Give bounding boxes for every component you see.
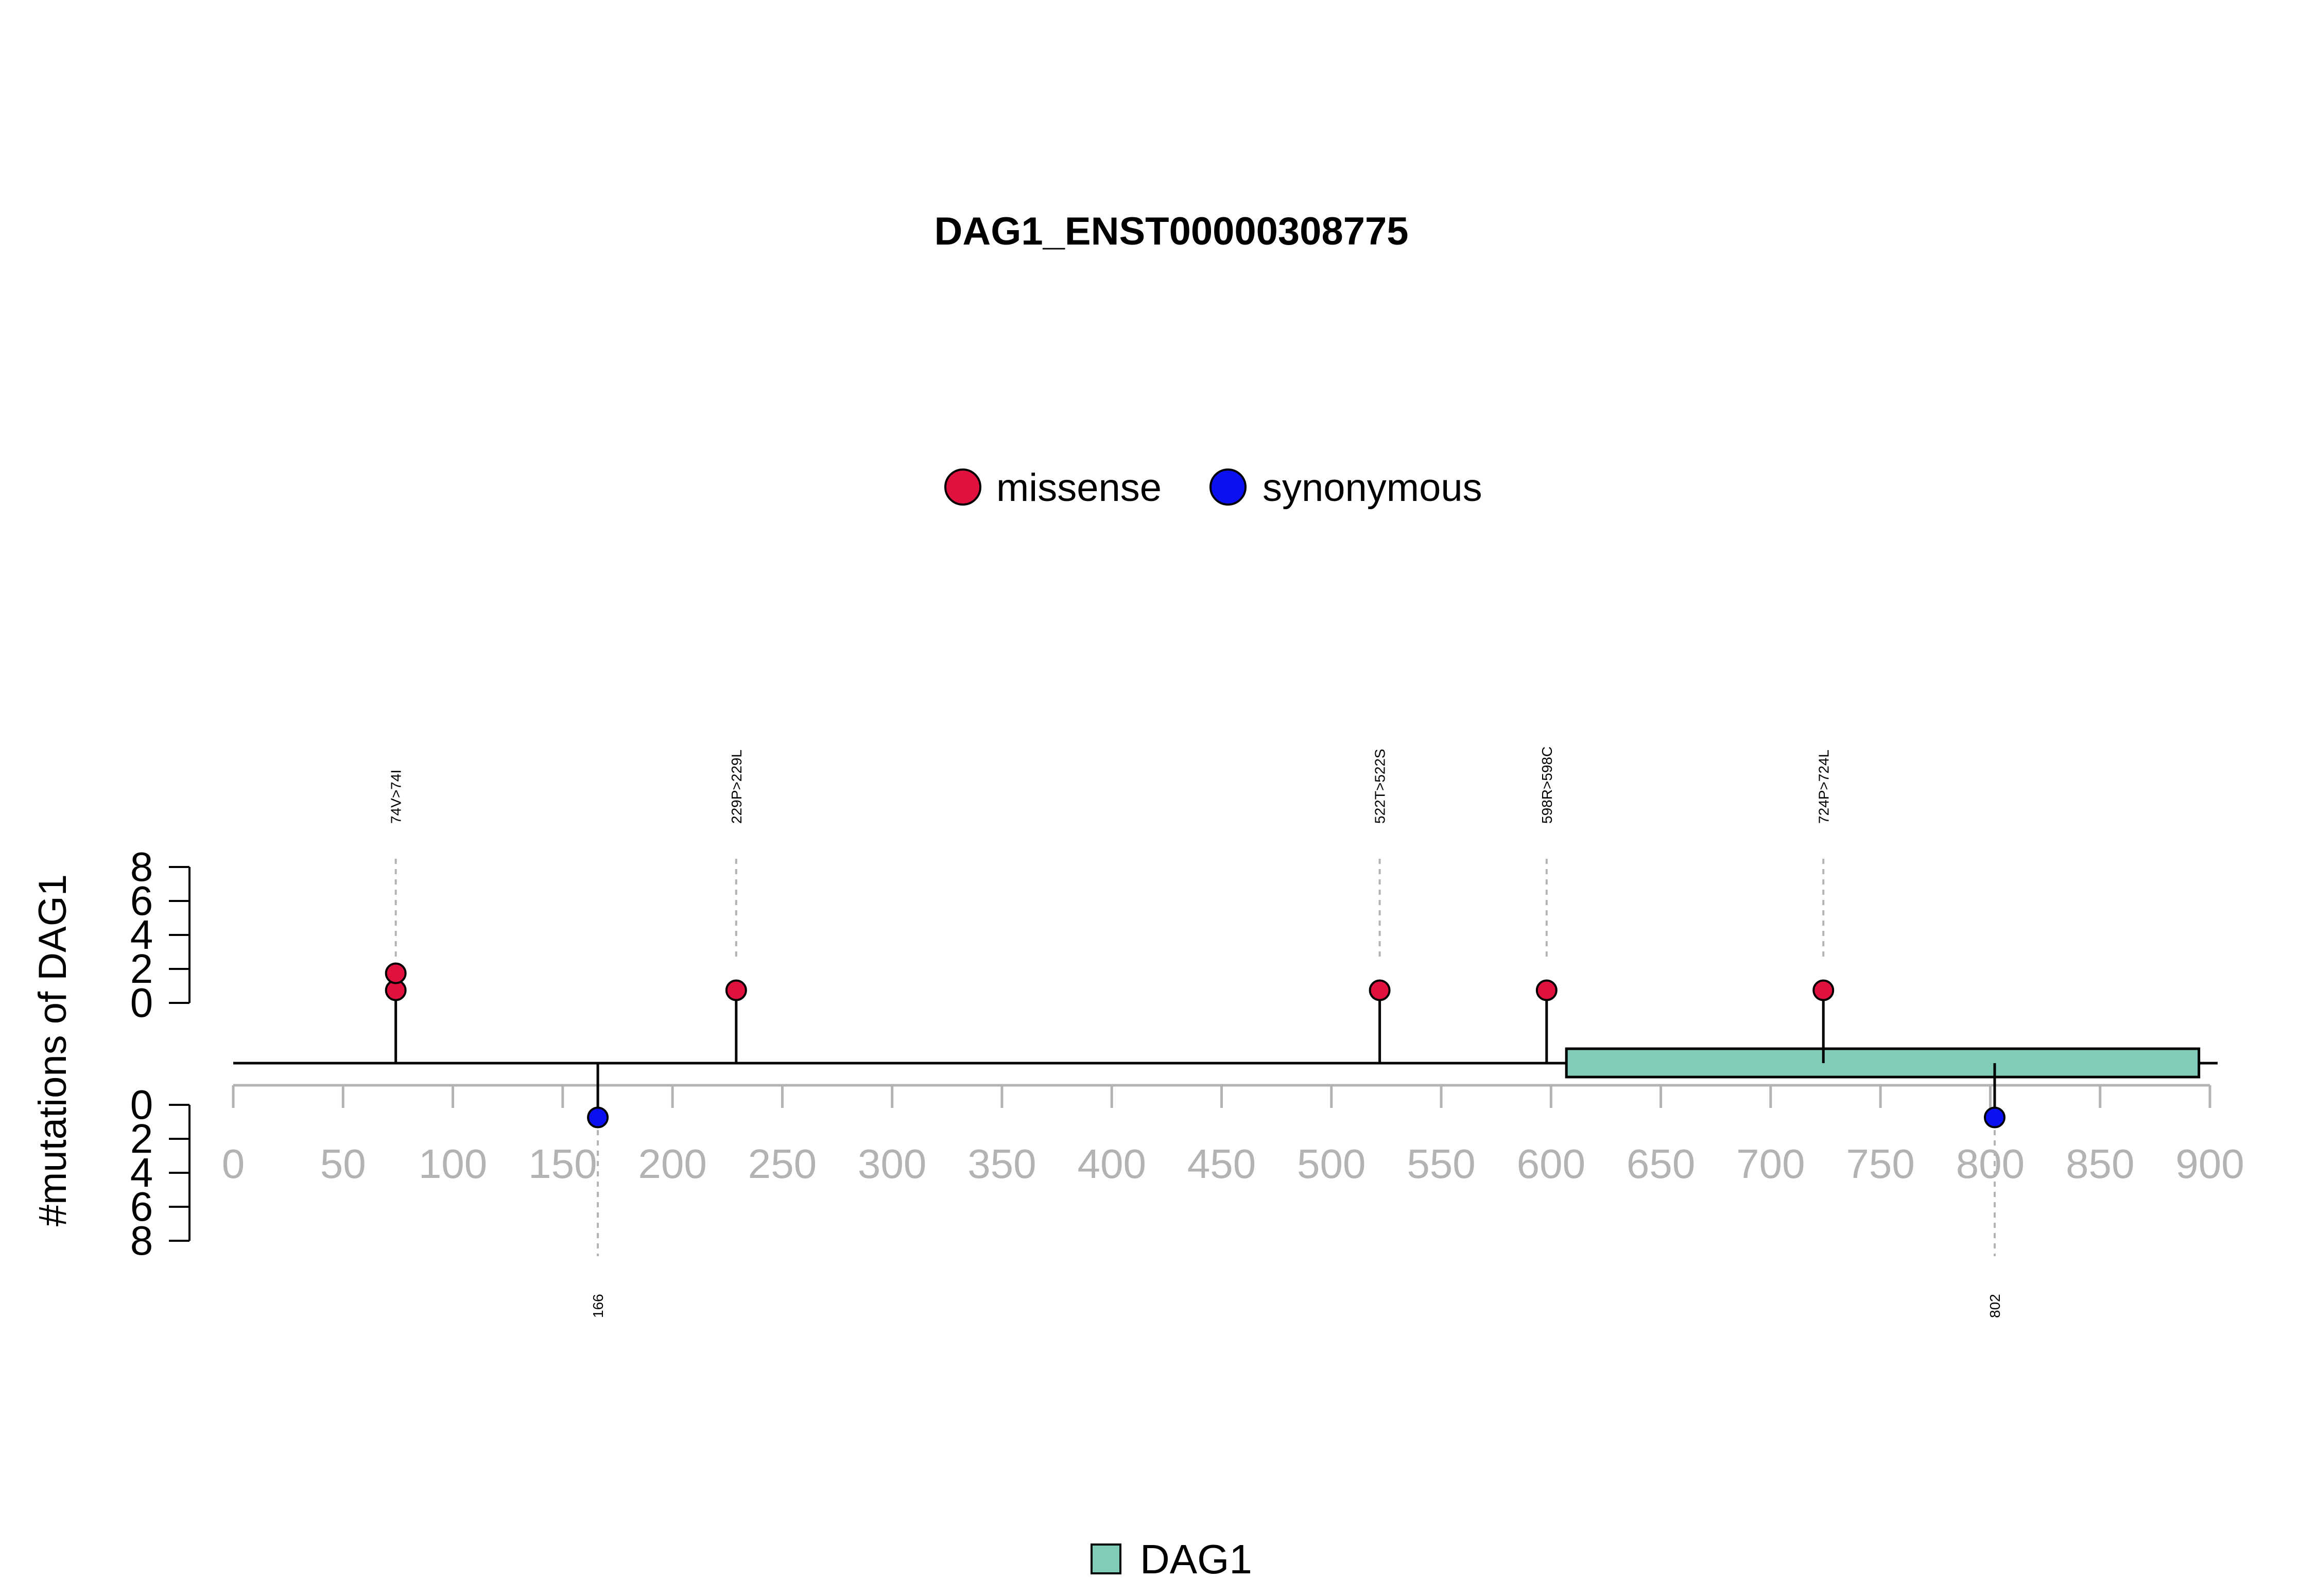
- x-tick-label: 150: [528, 1141, 597, 1187]
- mutation-label: 74V>74I: [388, 770, 404, 824]
- x-tick-label: 500: [1297, 1141, 1365, 1187]
- x-tick-label: 750: [1846, 1141, 1914, 1187]
- domains: [1565, 1047, 2201, 1079]
- legend-mutation-types: missense synonymous: [944, 466, 1482, 510]
- y-tick-label-top: 6: [130, 878, 153, 924]
- legend-domains: DAG1: [1091, 1536, 1252, 1582]
- legend-label-DAG1: DAG1: [1140, 1536, 1252, 1582]
- mutation-lollipops: 74V>74I 229P>229L 522T>522S 598R>598C 724P>7…: [385, 747, 2005, 1318]
- x-tick-label: 800: [1956, 1141, 2025, 1187]
- mutation-point-missense: [1369, 979, 1391, 1001]
- chart-title: DAG1_ENST00000308775: [934, 210, 1408, 253]
- y-tick-label-top: 4: [130, 912, 153, 958]
- y-axis-label: #mutations of DAG1: [31, 874, 75, 1226]
- legend-marker-DAG1: [1091, 1543, 1121, 1574]
- x-axis: 0 50 100 150 200 250 300 350 400 450 500 550 600 650 7…: [222, 1084, 2244, 1187]
- x-tick-label: 700: [1736, 1141, 1805, 1187]
- y-tick-label-bottom: 4: [130, 1150, 153, 1195]
- legend-marker-synonymous: [1209, 469, 1247, 506]
- y-tick-label-bottom: 8: [130, 1218, 153, 1263]
- mutation-point-synonymous: [587, 1106, 609, 1129]
- legend-label-missense: missense: [996, 466, 1162, 510]
- y-tick-label-top: 2: [130, 946, 153, 992]
- x-tick-label: 200: [638, 1141, 706, 1187]
- domain-DAG1: [1565, 1047, 2201, 1079]
- mutation-point-missense: [725, 979, 747, 1001]
- x-tick-label: 650: [1627, 1141, 1695, 1187]
- mutation-point-missense: [1535, 979, 1558, 1001]
- x-tick-label: 850: [2066, 1141, 2134, 1187]
- y-tick-label-bottom: 2: [130, 1116, 153, 1161]
- x-tick-label: 350: [967, 1141, 1036, 1187]
- y-tick-label-bottom: 0: [130, 1082, 153, 1127]
- x-tick-label: 250: [748, 1141, 817, 1187]
- mutation-label: 166: [590, 1294, 606, 1318]
- x-tick-label: 900: [2175, 1141, 2244, 1187]
- x-tick-label: 300: [858, 1141, 926, 1187]
- mutation-point-missense: [385, 962, 407, 984]
- mutation-label: 598R>598C: [1539, 747, 1555, 824]
- mutation-point-synonymous: [1983, 1106, 2005, 1129]
- legend-label-synonymous: synonymous: [1263, 466, 1482, 510]
- legend-marker-missense: [944, 469, 981, 506]
- mutation-point-missense: [1812, 979, 1835, 1001]
- y-tick-label-bottom: 6: [130, 1184, 153, 1229]
- x-tick-label: 0: [222, 1141, 245, 1187]
- y-tick-label-top: 0: [130, 980, 153, 1026]
- mutation-label: 724P>724L: [1815, 750, 1831, 824]
- x-tick-label: 550: [1407, 1141, 1475, 1187]
- mutation-label: 522T>522S: [1372, 749, 1388, 824]
- x-tick-label: 450: [1187, 1141, 1256, 1187]
- x-tick-label: 400: [1077, 1141, 1146, 1187]
- x-tick-label: 50: [320, 1141, 366, 1187]
- x-tick-label: 600: [1517, 1141, 1585, 1187]
- mutation-label: 229P>229L: [729, 750, 745, 824]
- x-tick-label: 100: [419, 1141, 487, 1187]
- y-tick-label-top: 8: [130, 844, 153, 890]
- mutation-label: 802: [1987, 1294, 2003, 1318]
